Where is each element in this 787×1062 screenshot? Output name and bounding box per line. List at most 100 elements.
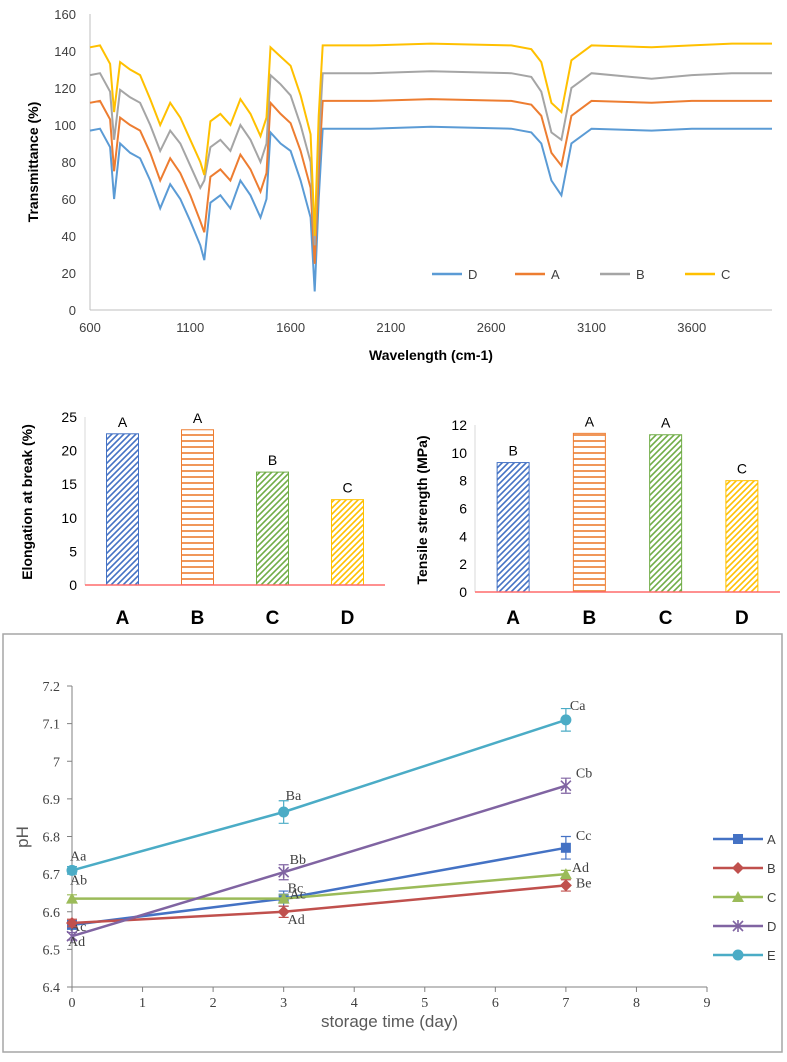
x-axis-title: Wavelength (cm-1)	[369, 347, 493, 363]
point-label-D: Bb	[290, 853, 306, 868]
legend-marker-B	[732, 862, 744, 874]
y-tick-label: 6.7	[43, 868, 61, 883]
bar-letter: C	[737, 461, 747, 477]
y-tick-label: 0	[69, 303, 76, 318]
elongation-svg: 0 5 10 15 20 25 A A A B B C C D Elongation at break (%…	[19, 409, 385, 629]
bar-letter: B	[268, 452, 277, 468]
x-tick-label: 3	[280, 996, 287, 1011]
legend-marker-A	[733, 834, 743, 844]
data-point-A	[560, 842, 571, 853]
point-label-C: Ad	[572, 861, 589, 876]
y-axis-title: Transmittance (%)	[25, 102, 41, 223]
y-tick-label: 10	[451, 445, 467, 461]
point-label-D: Ad	[68, 935, 85, 950]
y-tick-label: 6.4	[43, 981, 61, 996]
legend-marker-E	[732, 949, 744, 961]
point-label-B: Ad	[288, 913, 305, 928]
y-tick-label: 6	[459, 501, 467, 517]
legend-marker-C	[732, 891, 744, 902]
bar-D	[725, 480, 759, 593]
x-tick-label: 3100	[577, 320, 606, 335]
x-tick-label: B	[191, 608, 205, 629]
bar-letter: A	[585, 413, 595, 429]
legend-label-A: A	[767, 832, 776, 847]
point-label-D: Cb	[576, 767, 592, 782]
x-tick-label: B	[583, 608, 597, 629]
y-tick-label: 5	[69, 543, 77, 559]
y-axis-title: Tensile strength (MPa)	[414, 435, 430, 584]
point-label-E: Ca	[570, 699, 586, 714]
x-tick-label: 6	[492, 996, 499, 1011]
y-tick-label: 160	[54, 7, 76, 22]
bar-C	[649, 434, 683, 593]
bar-A	[496, 462, 530, 593]
x-tick-label: 2	[210, 996, 217, 1011]
legend-label-E: E	[767, 948, 776, 963]
y-tick-label: 8	[459, 473, 467, 489]
x-tick-label: 1600	[276, 320, 305, 335]
data-point-B	[277, 905, 290, 918]
y-tick-label: 100	[54, 118, 76, 133]
y-tick-label: 40	[62, 229, 76, 244]
data-point-B	[66, 917, 78, 930]
x-tick-label: 5	[421, 996, 428, 1011]
y-tick-label: 80	[62, 155, 76, 170]
ftir-chart: 0 20 40 60 80 100 120 140 160 600 1100 1600 2100 2600…	[0, 0, 787, 372]
y-tick-label: 25	[61, 409, 77, 425]
y-tick-label: 10	[61, 510, 77, 526]
y-tick-label: 0	[69, 577, 77, 593]
series-line-C	[89, 42, 772, 237]
y-tick-label: 6.9	[43, 793, 61, 808]
data-point-C	[66, 892, 78, 904]
data-point-D	[66, 930, 78, 943]
y-axis-title: pH	[13, 826, 32, 848]
elongation-chart: 0 5 10 15 20 25 A A A B B C C D Elongation at break (%…	[0, 372, 395, 632]
ph-svg: 6.4 6.5 6.6 6.7 6.8 6.9 7 7.1 7.2 0 1 2 3 4 5 6 7 8 9 stora…	[2, 633, 783, 1053]
y-tick-label: 4	[459, 528, 467, 544]
x-tick-label: 7	[562, 996, 569, 1011]
legend-label-B: B	[767, 861, 776, 876]
x-tick-label: 2100	[376, 320, 405, 335]
y-tick-label: 6.5	[43, 943, 61, 958]
y-tick-label: 60	[62, 192, 76, 207]
y-tick-label: 2	[459, 556, 467, 572]
y-tick-label: 7.2	[43, 680, 61, 695]
data-point-C	[559, 868, 572, 880]
legend-label-D: D	[767, 919, 776, 934]
bar-letter: A	[118, 414, 128, 430]
x-tick-label: 4	[351, 996, 358, 1011]
data-point-E	[278, 806, 290, 818]
x-tick-label: A	[116, 608, 130, 629]
series-line-D	[89, 125, 772, 292]
point-label-A: Bc	[288, 882, 304, 897]
data-point-E	[560, 714, 572, 726]
data-point-D	[560, 779, 572, 792]
data-point-B	[559, 879, 572, 892]
point-label-C: Ab	[70, 874, 87, 889]
x-tick-label: 8	[633, 996, 640, 1011]
x-tick-label: 3600	[677, 320, 706, 335]
y-tick-label: 6.6	[43, 906, 61, 921]
legend-marker-D	[732, 920, 744, 932]
bar-D	[331, 499, 364, 586]
y-tick-label: 6.8	[43, 831, 61, 846]
bar-letter: A	[661, 415, 671, 431]
y-tick-label: 12	[451, 417, 467, 433]
x-tick-label: 0	[69, 996, 76, 1011]
point-label-E: Aa	[70, 849, 87, 864]
ftir-svg: 0 20 40 60 80 100 120 140 160 600 1100 1600 2100 2600…	[25, 7, 772, 363]
y-tick-label: 20	[61, 443, 77, 459]
y-axis-title: Elongation at break (%)	[19, 424, 35, 580]
y-tick-label: 120	[54, 81, 76, 96]
chart-frame	[2, 633, 783, 1053]
bar-letter: A	[193, 410, 203, 426]
bar-C	[256, 471, 289, 586]
x-tick-label: D	[735, 608, 749, 629]
bar-letter: C	[342, 480, 352, 496]
ph-chart: 6.4 6.5 6.6 6.7 6.8 6.9 7 7.1 7.2 0 1 2 3 4 5 6 7 8 9 stora…	[0, 632, 787, 1057]
y-tick-label: 7.1	[43, 718, 61, 733]
legend-label-C: C	[721, 267, 730, 282]
x-tick-label: A	[506, 608, 520, 629]
point-label-B: Be	[576, 876, 592, 891]
series-line-A	[89, 98, 772, 264]
